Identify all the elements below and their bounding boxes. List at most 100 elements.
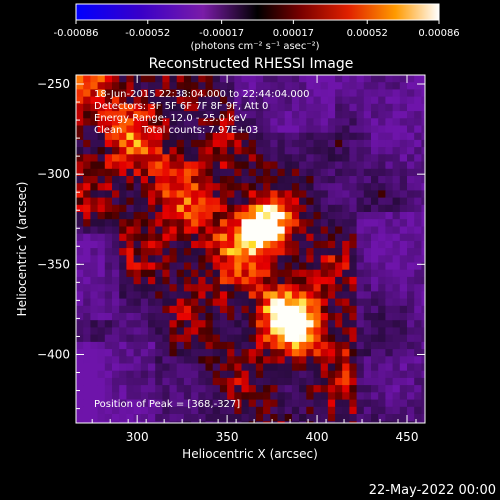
heatmap-cell xyxy=(407,370,415,379)
heatmap-cell xyxy=(162,392,171,401)
heatmap-cell xyxy=(399,291,408,300)
heatmap-cell xyxy=(356,421,365,423)
heatmap-cell xyxy=(255,190,264,199)
heatmap-cell xyxy=(83,406,91,415)
heatmap-cell xyxy=(313,161,322,170)
heatmap-cell xyxy=(234,183,243,191)
heatmap-cell xyxy=(270,183,279,191)
heatmap-cell xyxy=(176,399,185,408)
heatmap-cell xyxy=(140,291,149,300)
heatmap-cell xyxy=(198,414,207,422)
heatmap-cell xyxy=(429,75,437,83)
heatmap-cell xyxy=(313,291,322,300)
heatmap-cell xyxy=(112,320,120,328)
heatmap-cell xyxy=(306,103,315,112)
heatmap-cell xyxy=(371,240,379,249)
heatmap-cell xyxy=(148,204,156,213)
heatmap-cell xyxy=(270,125,279,134)
heatmap-cell xyxy=(227,111,235,119)
heatmap-cell xyxy=(306,176,315,184)
heatmap-cell xyxy=(399,118,408,127)
heatmap-cell xyxy=(363,197,372,206)
heatmap-cell xyxy=(270,176,279,184)
heatmap-cell xyxy=(219,370,228,379)
heatmap-cell xyxy=(219,356,228,365)
heatmap-cell xyxy=(363,219,372,227)
heatmap-cell xyxy=(219,269,228,278)
heatmap-cell xyxy=(342,161,350,170)
heatmap-cell xyxy=(248,248,257,256)
heatmap-cell xyxy=(140,125,149,134)
heatmap-cell xyxy=(342,240,350,249)
heatmap-cell xyxy=(263,262,271,271)
heatmap-cell xyxy=(429,414,437,422)
heatmap-cell xyxy=(169,96,178,105)
heatmap-cell xyxy=(112,82,120,90)
heatmap-cell xyxy=(263,233,271,242)
heatmap-cell xyxy=(104,197,113,206)
heatmap-cell xyxy=(385,111,394,119)
heatmap-cell xyxy=(263,96,271,105)
heatmap-cell xyxy=(392,334,401,343)
heatmap-cell xyxy=(176,168,185,177)
heatmap-cell xyxy=(162,313,171,321)
heatmap-cell xyxy=(155,139,163,148)
heatmap-cell xyxy=(90,125,99,134)
heatmap-cell xyxy=(191,392,199,401)
heatmap-cell xyxy=(429,407,437,415)
heatmap-cell xyxy=(126,176,135,184)
heatmap-cell xyxy=(112,111,120,119)
heatmap-cell xyxy=(270,320,279,328)
heatmap-cell xyxy=(90,356,99,365)
heatmap-cell xyxy=(198,197,207,206)
heatmap-cell xyxy=(119,385,127,393)
heatmap-cell xyxy=(313,392,322,401)
heatmap-cell xyxy=(327,154,336,163)
heatmap-cell xyxy=(162,334,171,343)
heatmap-cell xyxy=(429,248,437,256)
heatmap-cell xyxy=(169,421,178,423)
heatmap-cell xyxy=(407,96,415,105)
heatmap-cell xyxy=(320,320,329,328)
heatmap-cell xyxy=(97,233,106,242)
heatmap-cell xyxy=(112,103,120,112)
heatmap-cell xyxy=(241,75,250,83)
heatmap-cell xyxy=(414,103,422,112)
heatmap-cell xyxy=(162,103,171,112)
heatmap-cell xyxy=(76,320,84,328)
heatmap-cell xyxy=(414,82,422,90)
heatmap-cell xyxy=(227,421,235,423)
heatmap-cell xyxy=(349,334,358,343)
heatmap-cell xyxy=(327,291,336,300)
heatmap-cell xyxy=(429,241,437,249)
heatmap-cell xyxy=(133,139,142,148)
heatmap-cell xyxy=(169,118,178,127)
heatmap-cell xyxy=(83,190,91,199)
heatmap-cell xyxy=(407,341,415,350)
heatmap-cell xyxy=(385,75,394,83)
heatmap-cell xyxy=(119,269,127,278)
heatmap-cell xyxy=(306,370,315,379)
heatmap-cell xyxy=(176,132,185,141)
heatmap-cell xyxy=(248,75,257,83)
heatmap-cell xyxy=(140,320,149,328)
y-tick-label: −350 xyxy=(37,257,70,271)
heatmap-cell xyxy=(385,154,394,163)
heatmap-cell xyxy=(349,356,358,365)
heatmap-cell xyxy=(90,320,99,328)
heatmap-cell xyxy=(385,421,394,423)
heatmap-cell xyxy=(90,161,99,170)
heatmap-cell xyxy=(421,111,425,119)
heatmap-cell xyxy=(342,147,350,155)
heatmap-cell xyxy=(76,125,84,134)
heatmap-cell xyxy=(219,363,228,372)
heatmap-cell xyxy=(291,392,300,401)
heatmap-cell xyxy=(363,377,372,386)
heatmap-cell xyxy=(349,428,357,436)
heatmap-cell xyxy=(429,234,437,242)
heatmap-cell xyxy=(126,118,135,127)
heatmap-cell xyxy=(414,298,422,307)
y-axis: −250−300−350−400 xyxy=(37,77,425,410)
heatmap-cell xyxy=(97,147,106,155)
heatmap-cell xyxy=(183,262,192,271)
